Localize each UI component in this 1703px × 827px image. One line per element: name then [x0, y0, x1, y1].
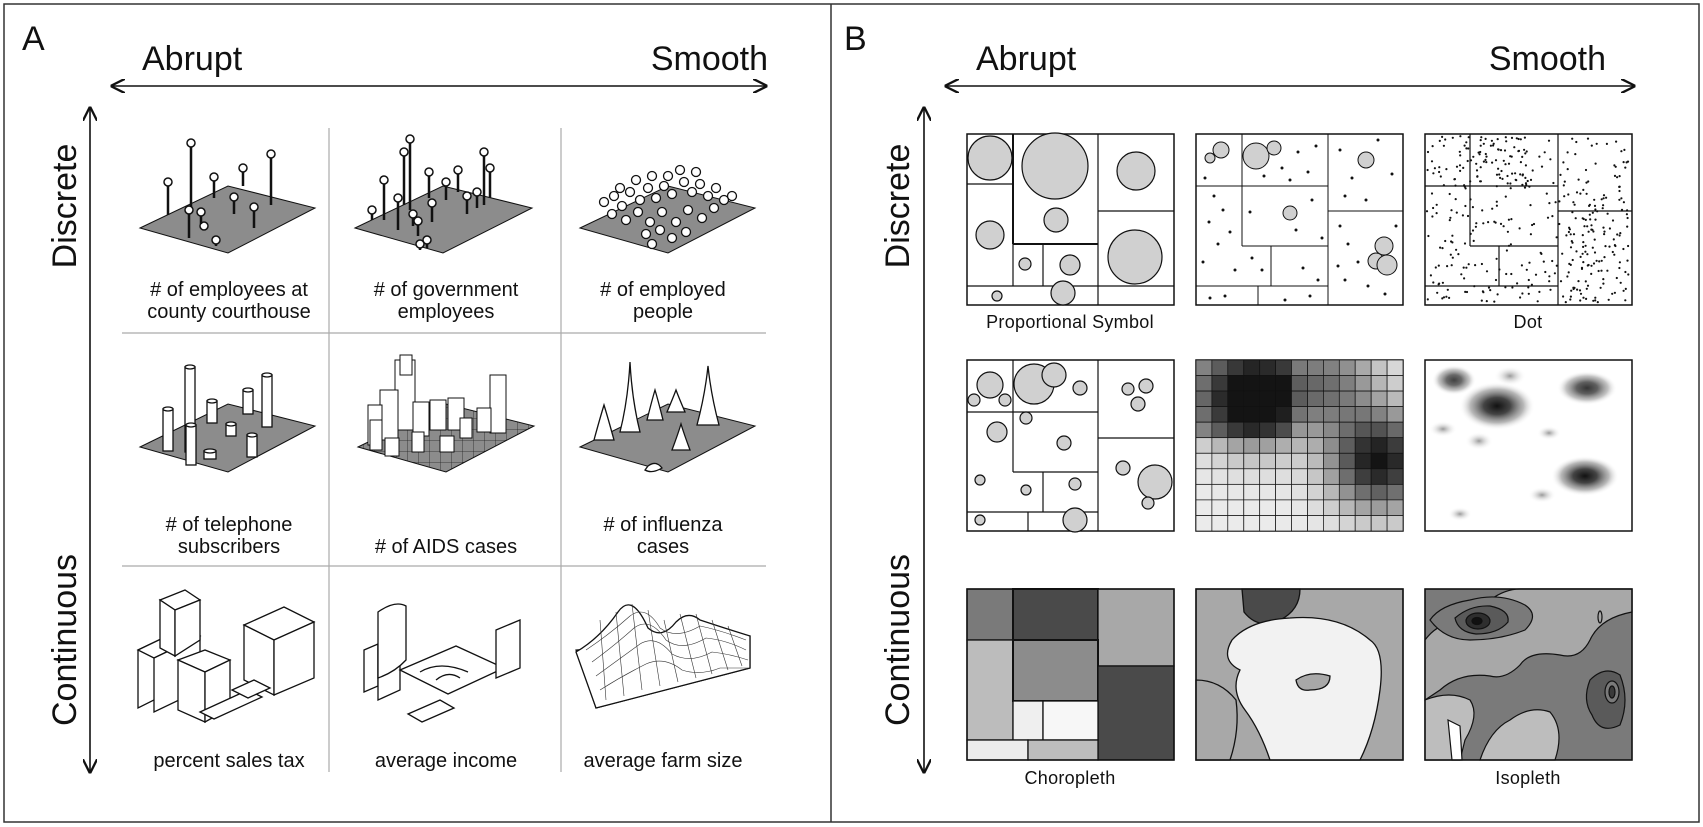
caption-b-proportional-symbol: Proportional Symbol — [986, 312, 1154, 332]
panel-a: A Abrupt Smooth Discrete Continuous — [22, 20, 768, 772]
panel-b-discrete-label: Discrete — [879, 144, 917, 269]
sales-tax-surface — [136, 589, 316, 724]
caption-a-aids: # of AIDS cases — [375, 536, 517, 558]
caption-a-telephone-line1: # of telephone — [166, 514, 293, 536]
panel-b-captions: Proportional Symbol Dot Choropleth Isopl… — [986, 312, 1560, 788]
isopleth-map — [1424, 588, 1633, 761]
outer-frame — [3, 3, 1700, 823]
dot-density-map — [1424, 133, 1633, 306]
caption-b-isopleth: Isopleth — [1495, 768, 1560, 788]
caption-a-farm-size: average farm size — [584, 750, 743, 772]
caption-a-employed-people-line2: people — [633, 301, 693, 323]
average-farm-size-surface — [575, 603, 751, 709]
caption-a-employees-courthouse-line2: county courthouse — [147, 301, 310, 323]
panel-b-abrupt-label: Abrupt — [976, 40, 1077, 78]
caption-a-influenza-line2: cases — [637, 536, 689, 558]
panel-a-abrupt-label: Abrupt — [142, 40, 243, 78]
panel-b-continuous-label: Continuous — [879, 554, 917, 726]
caption-a-sales-tax: percent sales tax — [153, 750, 304, 772]
panel-a-grid — [122, 128, 766, 772]
caption-b-choropleth: Choropleth — [1024, 768, 1115, 788]
area-class-map — [1195, 588, 1404, 761]
caption-a-income: average income — [375, 750, 517, 772]
caption-a-government-employees-line2: employees — [398, 301, 495, 323]
proportional-symbol-map — [966, 132, 1175, 306]
dot-and-symbol-map — [1195, 133, 1404, 306]
caption-a-government-employees-line1: # of government — [374, 279, 519, 301]
employees-courthouse-surface — [138, 138, 317, 254]
panel-a-captions: # of employees at county courthouse # of… — [147, 279, 742, 772]
panel-a-smooth-label: Smooth — [651, 40, 768, 78]
telephone-subscribers-surface — [138, 364, 317, 473]
caption-a-employees-courthouse-line1: # of employees at — [150, 279, 308, 301]
caption-a-influenza-line1: # of influenza — [604, 514, 724, 536]
government-employees-surface — [353, 134, 534, 254]
panel-b-letter: B — [844, 20, 867, 58]
panel-a-discrete-label: Discrete — [46, 144, 84, 269]
employed-people-surface — [578, 164, 757, 254]
aids-cases-surface — [356, 354, 536, 473]
proportional-circles-areas-map — [966, 359, 1175, 533]
grid-shaded-map — [1195, 359, 1404, 532]
panel-a-continuous-label: Continuous — [46, 554, 84, 726]
average-income-surface — [363, 603, 521, 723]
panel-b-smooth-label: Smooth — [1489, 40, 1606, 78]
caption-b-dot: Dot — [1514, 312, 1543, 332]
smooth-density-map — [1424, 359, 1633, 532]
choropleth-map — [966, 588, 1175, 761]
caption-a-telephone-line2: subscribers — [178, 536, 280, 558]
panel-b: B Abrupt Smooth Discrete Continuous — [844, 20, 1634, 788]
caption-a-employed-people-line1: # of employed — [600, 279, 726, 301]
panel-a-letter: A — [22, 20, 45, 58]
influenza-cases-surface — [578, 361, 757, 473]
